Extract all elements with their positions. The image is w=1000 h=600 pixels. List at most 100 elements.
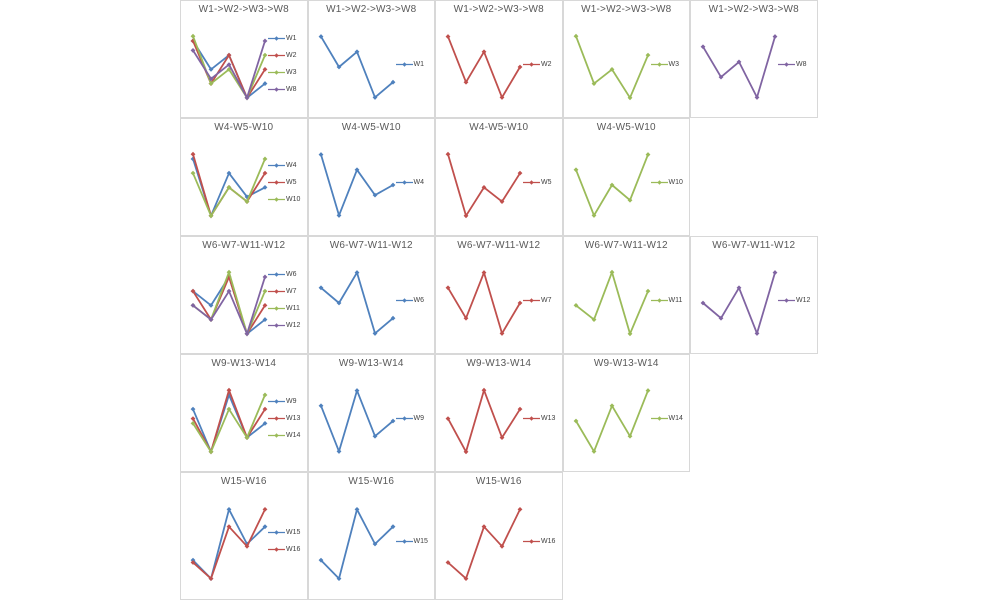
chart-title: W6-W7-W11-W12 — [712, 240, 796, 251]
legend: W12 — [778, 257, 816, 343]
plot-area — [573, 152, 650, 218]
chart-r3-c1[interactable]: W9-W13-W14 W9 — [307, 354, 435, 472]
legend-label: W15 — [286, 529, 301, 536]
chart-title: W9-W13-W14 — [338, 358, 404, 369]
plot-area — [700, 34, 778, 100]
series-line — [447, 35, 521, 99]
legend-item: W16 — [523, 538, 555, 545]
chart-r4-c0[interactable]: W15-W16 W15 W16 — [180, 472, 308, 600]
data-point-marker — [244, 543, 250, 549]
data-point-marker — [718, 315, 724, 321]
legend: W7 — [523, 257, 561, 343]
chart-r3-c2[interactable]: W9-W13-W14 W13 — [435, 354, 563, 472]
data-point-marker — [736, 285, 742, 291]
data-point-marker — [190, 48, 196, 53]
data-point-marker — [591, 81, 596, 86]
plot-area — [318, 270, 395, 336]
plot-area — [445, 151, 523, 219]
legend-label: W7 — [541, 296, 552, 304]
legend-item: W15 — [268, 529, 300, 536]
chart-r3-c3[interactable]: W9-W13-W14 W14 — [562, 354, 690, 472]
legend-label: W13 — [286, 414, 301, 422]
data-point-marker — [517, 406, 523, 412]
legend: W9 W13 W14 — [268, 375, 306, 461]
legend: W16 — [523, 493, 561, 589]
chart-r2-c2[interactable]: W6-W7-W11-W12 W7 — [435, 236, 563, 354]
chart-r0-c0[interactable]: W1->W2->W3->W8 W1 W2 W3 W8 — [180, 0, 308, 118]
chart-title: W1->W2->W3->W8 — [326, 4, 417, 15]
chart-r2-c3[interactable]: W6-W7-W11-W12 W11 — [562, 236, 690, 354]
data-point-marker — [390, 315, 395, 321]
chart-r0-c1[interactable]: W1->W2->W3->W8 W1 — [307, 0, 435, 118]
data-point-marker — [627, 197, 632, 203]
legend-line-marker-icon — [778, 297, 795, 303]
data-point-marker — [573, 167, 578, 173]
legend-item: W8 — [778, 61, 807, 68]
chart-r1-c2[interactable]: W4-W5-W10 W5 — [435, 118, 563, 236]
data-point-marker — [573, 33, 578, 39]
chart-r2-c1[interactable]: W6-W7-W11-W12 W6 — [307, 236, 435, 354]
data-point-marker — [226, 52, 232, 58]
legend-item: W12 — [268, 322, 300, 329]
data-point-marker — [499, 435, 505, 440]
legend: W1 W2 W3 W8 — [268, 21, 306, 107]
data-point-marker — [390, 524, 395, 530]
data-point-marker — [208, 576, 214, 582]
legend-label: W6 — [413, 296, 425, 304]
plot-area — [190, 269, 268, 337]
data-point-marker — [190, 151, 196, 157]
chart-title: W4-W5-W10 — [341, 122, 401, 133]
data-point-marker — [226, 62, 232, 68]
data-point-marker — [517, 506, 523, 512]
data-point-marker — [226, 170, 232, 176]
series-line — [447, 389, 521, 453]
data-point-marker — [517, 64, 523, 70]
legend: W15 W16 — [268, 493, 306, 589]
plot-area — [445, 506, 523, 582]
legend-line-marker-icon — [650, 179, 668, 185]
chart-title: W4-W5-W10 — [596, 122, 656, 133]
legend: W6 W7 W11 W12 — [268, 257, 306, 343]
legend-label: W3 — [668, 60, 680, 68]
legend-label: W10 — [286, 195, 301, 203]
legend-item: W3 — [268, 69, 297, 76]
legend-label: W4 — [413, 178, 425, 186]
legend-line-marker-icon — [268, 272, 285, 277]
chart-r3-c0[interactable]: W9-W13-W14 W9 W13 W14 — [180, 354, 308, 472]
chart-title: W15-W16 — [348, 476, 395, 487]
plot-area — [190, 151, 268, 219]
data-point-marker — [318, 152, 323, 157]
chart-r4-c2[interactable]: W15-W16 W16 — [435, 472, 563, 600]
chart-r4-c1[interactable]: W15-W16 W15 — [307, 472, 435, 600]
legend-line-marker-icon — [395, 61, 413, 67]
chart-title: W9-W13-W14 — [211, 358, 277, 369]
legend-label: W1 — [413, 60, 425, 68]
chart-title: W1->W2->W3->W8 — [453, 4, 544, 15]
chart-r1-c3[interactable]: W4-W5-W10 W10 — [562, 118, 690, 236]
data-point-marker — [445, 34, 451, 39]
legend-label: W10 — [668, 178, 683, 186]
data-point-marker — [645, 52, 650, 58]
legend-line-marker-icon — [268, 179, 285, 185]
legend-line-marker-icon — [523, 179, 540, 185]
legend-line-marker-icon — [268, 87, 285, 92]
chart-r1-c0[interactable]: W4-W5-W10 W4 W5 W10 — [180, 118, 308, 236]
legend-item: W10 — [650, 178, 683, 186]
series-line — [319, 271, 394, 335]
legend-label: W16 — [541, 537, 556, 545]
chart-r0-c4[interactable]: W1->W2->W3->W8 W8 — [690, 0, 818, 118]
legend-item: W9 — [268, 398, 297, 405]
series-line — [192, 271, 266, 335]
chart-r2-c4[interactable]: W6-W7-W11-W12 W12 — [690, 236, 818, 354]
chart-r0-c3[interactable]: W1->W2->W3->W8 W3 — [562, 0, 690, 118]
data-point-marker — [754, 331, 760, 336]
data-point-marker — [481, 524, 487, 530]
data-point-marker — [262, 317, 268, 322]
chart-r1-c1[interactable]: W4-W5-W10 W4 — [307, 118, 435, 236]
data-point-marker — [226, 269, 232, 275]
chart-r2-c0[interactable]: W6-W7-W11-W12 W6 W7 W11 W12 — [180, 236, 308, 354]
data-point-marker — [718, 74, 724, 80]
legend-line-marker-icon — [523, 538, 540, 544]
chart-r0-c2[interactable]: W1->W2->W3->W8 W2 — [435, 0, 563, 118]
